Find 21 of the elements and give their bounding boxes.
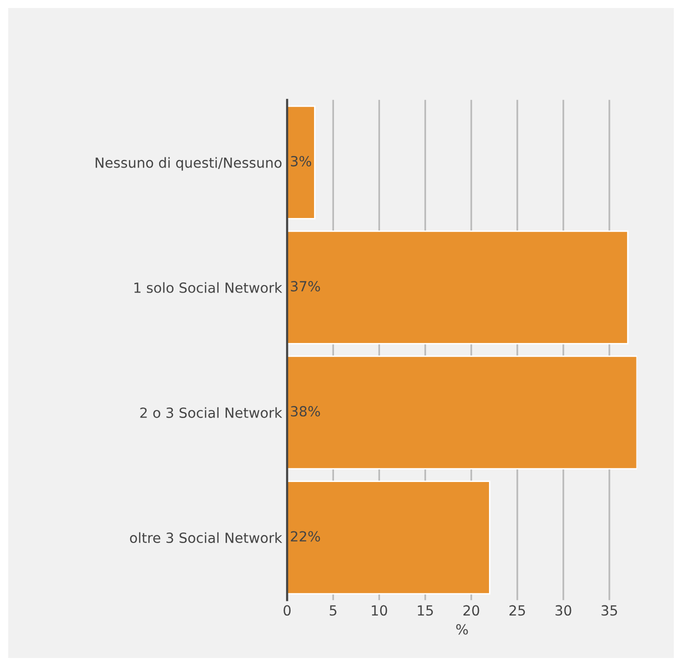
bar	[287, 230, 628, 344]
x-tick-label: 20	[463, 605, 480, 616]
data-label: 38%	[290, 406, 320, 417]
x-tick-label: 5	[330, 605, 336, 616]
x-tick-label: 15	[418, 605, 433, 616]
data-label: 37%	[290, 280, 320, 292]
bar	[287, 105, 316, 220]
y-tick-label: Nessuno di questi/Nessuno	[96, 157, 282, 171]
x-tick-label: 0	[284, 605, 291, 616]
data-label: 22%	[290, 531, 320, 542]
data-label: 3%	[290, 156, 312, 166]
x-axis-title: %	[456, 624, 468, 635]
y-tick-label: 2 o 3 Social Network	[140, 407, 282, 418]
y-tick-label: oltre 3 Social Network	[130, 532, 282, 544]
bar	[287, 480, 490, 595]
x-tick-label: 35	[602, 605, 617, 616]
bar	[287, 356, 637, 470]
y-tick-label: 1 solo Social Network	[134, 282, 282, 293]
x-tick-label: 10	[372, 605, 388, 616]
x-tick-label: 25	[509, 605, 525, 616]
x-tick-label: 30	[556, 605, 572, 616]
